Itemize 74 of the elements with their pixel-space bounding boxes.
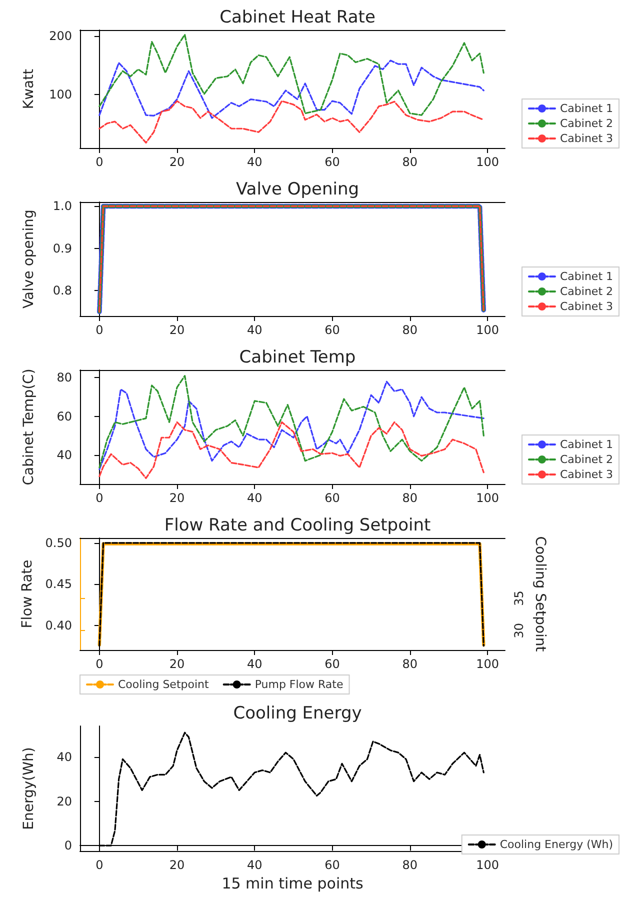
y-axis-title: Cabinet Temp(C) [21, 368, 37, 486]
x-tick-label: 60 [324, 155, 340, 169]
x-tick-label: 20 [169, 323, 185, 337]
y-tick-label: 0.40 [45, 618, 72, 632]
x-tick-label: 60 [324, 657, 340, 671]
y-tick-label: 80 [56, 370, 72, 385]
y-tick-label: 0.45 [45, 577, 72, 592]
legend-label: Cooling Setpoint [118, 678, 210, 691]
x-tick-label: 40 [247, 323, 262, 337]
x-tick-label: 40 [247, 491, 262, 505]
legend-label: Cabinet 2 [560, 453, 614, 466]
y-axis-title: Energy(Wh) [21, 747, 37, 830]
legend-label: Cooling Energy (Wh) [500, 838, 614, 851]
x-tick-label: 100 [476, 858, 499, 872]
x-tick-label: 80 [402, 323, 418, 337]
x-tick-label: 100 [476, 323, 499, 337]
y-tick-label: 200 [49, 28, 72, 43]
y-tick-label: 1.0 [52, 199, 72, 214]
x-tick-label: 60 [324, 858, 340, 872]
legend-label: Cabinet 1 [560, 102, 614, 115]
legend-label: Cabinet 1 [560, 438, 614, 451]
y-tick-label: 100 [49, 88, 72, 102]
x-tick-label: 0 [96, 155, 104, 169]
y-axis-title: Kwatt [21, 68, 37, 110]
x-tick-label: 80 [402, 657, 418, 671]
x-tick-label: 20 [169, 858, 185, 872]
x-tick-label: 40 [247, 858, 262, 872]
y2-tick-label: 30 [512, 622, 526, 638]
x-tick-label: 0 [96, 323, 104, 337]
legend-label: Cabinet 3 [560, 132, 614, 145]
chart-title: Valve Opening [236, 180, 360, 200]
x-axis-title: 15 min time points [222, 874, 364, 892]
legend-label: Cabinet 2 [560, 117, 614, 130]
y-tick-label: 60 [56, 409, 72, 424]
x-tick-label: 100 [476, 657, 499, 671]
x-tick-label: 80 [402, 491, 418, 505]
y-axis-title: Valve opening [21, 210, 37, 308]
x-tick-label: 80 [402, 155, 418, 169]
legend-label: Cabinet 2 [560, 285, 614, 298]
chart-title: Flow Rate and Cooling Setpoint [164, 516, 431, 536]
x-tick-label: 0 [96, 657, 104, 671]
legend-label: Cabinet 1 [560, 270, 614, 283]
x-tick-label: 60 [324, 491, 340, 505]
x-tick-label: 20 [169, 491, 185, 505]
line-series [98, 421, 484, 480]
y-tick-label: 20 [56, 794, 72, 808]
x-tick-label: 80 [402, 858, 418, 872]
y2-axis-title: Cooling Setpoint [532, 536, 548, 652]
line-series [98, 100, 484, 144]
legend-label: Cabinet 3 [560, 468, 614, 481]
y-tick-label: 0.8 [52, 284, 72, 298]
legend-label: Cabinet 3 [560, 300, 614, 313]
x-tick-label: 20 [169, 657, 185, 671]
chart-title: Cabinet Temp [239, 348, 356, 368]
y-tick-label: 0 [64, 838, 72, 853]
x-tick-label: 0 [96, 491, 104, 505]
x-tick-label: 20 [169, 155, 185, 169]
x-tick-label: 40 [247, 155, 262, 169]
legend-label: Pump Flow Rate [254, 678, 344, 691]
y-tick-label: 0.50 [45, 536, 72, 550]
y-tick-label: 40 [56, 448, 72, 462]
chart-title: Cabinet Heat Rate [220, 8, 376, 28]
y-tick-label: 40 [56, 750, 72, 764]
x-tick-label: 100 [476, 155, 499, 169]
x-tick-label: 40 [247, 657, 262, 671]
y-axis-title: Flow Rate [19, 560, 36, 628]
y2-tick-label: 35 [512, 590, 526, 606]
x-tick-label: 0 [96, 858, 104, 872]
chart-title: Cooling Energy [233, 704, 362, 724]
line-series [98, 34, 484, 116]
line-series [98, 60, 484, 119]
y-tick-label: 0.9 [52, 241, 72, 256]
x-tick-label: 60 [324, 323, 340, 337]
x-tick-label: 100 [476, 491, 499, 505]
